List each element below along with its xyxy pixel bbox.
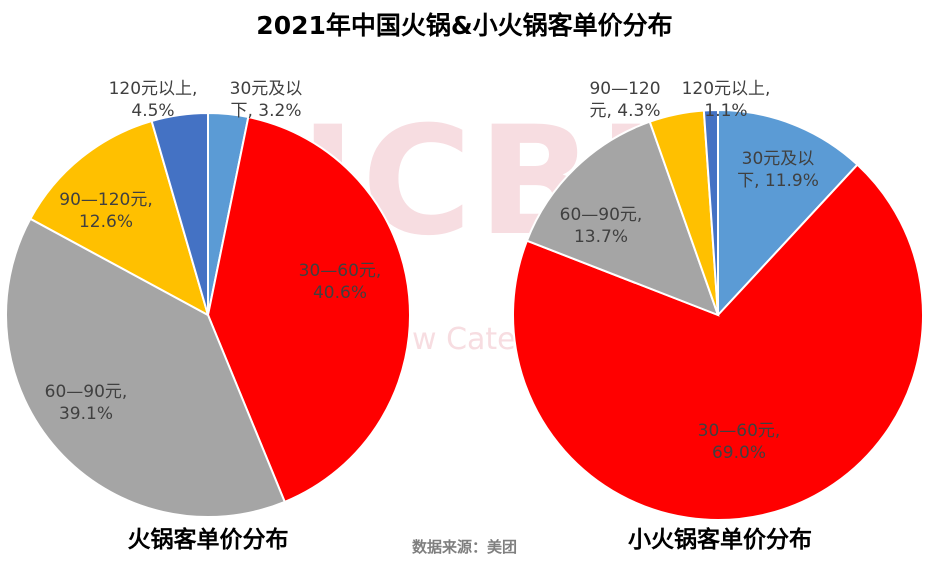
pie1-title: 火锅客单价分布 xyxy=(127,527,289,553)
pie2-label-5: 120元以上, 1.1% xyxy=(682,79,771,121)
pie1-slice-2 xyxy=(206,115,411,504)
pie1-slice-3 xyxy=(5,217,287,518)
data-source: 数据来源：美团 xyxy=(411,538,517,556)
chart-title: 2021年中国火锅&小火锅客单价分布 xyxy=(256,11,673,40)
pie1-slice-5 xyxy=(150,111,209,316)
pie2-label-1: 30元及以下, 11.9% xyxy=(737,149,819,191)
pie2-label-2: 30—60元, 69.0% xyxy=(698,421,781,463)
pie2-label-4: 90—120 元, 4.3% xyxy=(589,79,660,121)
pie1-slice-4 xyxy=(29,119,210,318)
pie1-label-2: 30—60元, 40.6% xyxy=(299,261,382,303)
pie1-label-1: 30元及以下, 3.2% xyxy=(230,79,303,121)
pie2-title: 小火锅客单价分布 xyxy=(628,527,812,553)
pie2-slice-5 xyxy=(702,108,719,316)
pie2-slice-2 xyxy=(512,163,924,521)
pie1-label-3: 60—90元, 39.1% xyxy=(45,382,128,424)
pie2-slice-1 xyxy=(717,108,859,318)
pie1-label-5: 120元以上, 4.5% xyxy=(109,79,198,121)
pie1-label-4: 90—120元, 12.6% xyxy=(59,190,152,232)
pie2-slice-3 xyxy=(525,120,720,317)
pie2-label-3: 60—90元, 13.7% xyxy=(560,205,643,247)
